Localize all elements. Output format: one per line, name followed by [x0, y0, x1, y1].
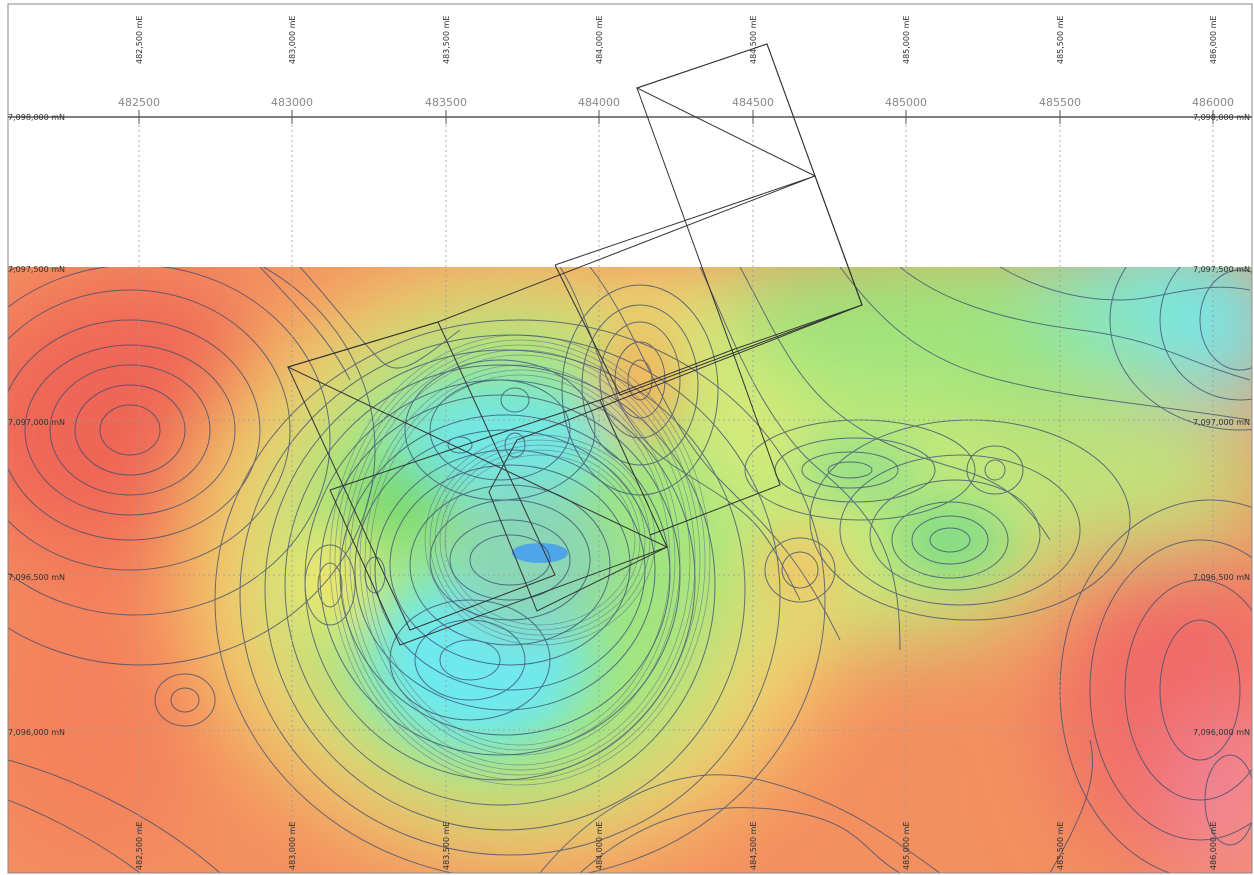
- easting-labels-bottom: 482,500 mE 483,000 mE 483,500 mE 484,000…: [135, 822, 1218, 870]
- easting-bottom-label: 483,500 mE: [442, 822, 451, 870]
- grid-lines: [8, 110, 1252, 873]
- easting-plain-label: 483000: [271, 96, 313, 109]
- easting-bottom-label: 482,500 mE: [135, 822, 144, 870]
- easting-plain-label: 483500: [425, 96, 467, 109]
- northing-left-label: 7,096,500 mN: [8, 573, 65, 582]
- easting-top-label: 485,500 mE: [1056, 16, 1065, 64]
- survey-block-d: [329, 399, 668, 646]
- peak-blue-spot: [512, 543, 568, 563]
- easting-plain-label: 485500: [1039, 96, 1081, 109]
- easting-top-label: 483,500 mE: [442, 16, 451, 64]
- anomaly-color-field: [8, 267, 1252, 873]
- northing-left-label: 7,097,000 mN: [8, 418, 65, 427]
- northing-labels-right: 7,098,000 mN 7,097,500 mN 7,097,000 mN 7…: [1193, 113, 1250, 737]
- easting-bottom-label: 485,000 mE: [902, 822, 911, 870]
- dense-contour-texture: [329, 334, 711, 786]
- easting-top-label: 485,000 mE: [902, 16, 911, 64]
- northing-left-label: 7,098,000 mN: [8, 113, 65, 122]
- easting-bottom-label: 483,000 mE: [288, 822, 297, 870]
- easting-labels-plain: 482500 483000 483500 484000 484500 48500…: [118, 96, 1234, 109]
- easting-bottom-label: 485,500 mE: [1056, 822, 1065, 870]
- northing-right-label: 7,097,500 mN: [1193, 265, 1250, 274]
- northing-right-label: 7,096,500 mN: [1193, 573, 1250, 582]
- northing-right-label: 7,097,000 mN: [1193, 418, 1250, 427]
- easting-bottom-label: 484,000 mE: [595, 822, 604, 870]
- survey-block-e: [599, 349, 781, 536]
- northing-left-label: 7,097,500 mN: [8, 265, 65, 274]
- easting-labels-top: 482,500 mE 483,000 mE 483,500 mE 484,000…: [135, 16, 1218, 64]
- easting-bottom-label: 486,000 mE: [1209, 822, 1218, 870]
- easting-bottom-label: 484,500 mE: [749, 822, 758, 870]
- top-axis-ticks: [138, 110, 1214, 124]
- easting-top-label: 482,500 mE: [135, 16, 144, 64]
- easting-plain-label: 482500: [118, 96, 160, 109]
- survey-block-a: [287, 321, 556, 631]
- northing-right-label: 7,096,000 mN: [1193, 728, 1250, 737]
- map-frame: [7, 3, 1253, 874]
- easting-top-label: 486,000 mE: [1209, 16, 1218, 64]
- northing-right-label: 7,098,000 mN: [1193, 113, 1250, 122]
- easting-top-label: 484,000 mE: [595, 16, 604, 64]
- survey-block-c: [636, 43, 863, 351]
- easting-top-label: 483,000 mE: [288, 16, 297, 64]
- northing-left-label: 7,096,000 mN: [8, 728, 65, 737]
- northing-labels-left: 7,098,000 mN 7,097,500 mN 7,097,000 mN 7…: [8, 113, 65, 737]
- easting-plain-label: 486000: [1192, 96, 1234, 109]
- survey-boundaries: [286, 43, 863, 646]
- easting-plain-label: 485000: [885, 96, 927, 109]
- easting-top-label: 484,500 mE: [749, 16, 758, 64]
- easting-plain-label: 484500: [732, 96, 774, 109]
- easting-plain-label: 484000: [578, 96, 620, 109]
